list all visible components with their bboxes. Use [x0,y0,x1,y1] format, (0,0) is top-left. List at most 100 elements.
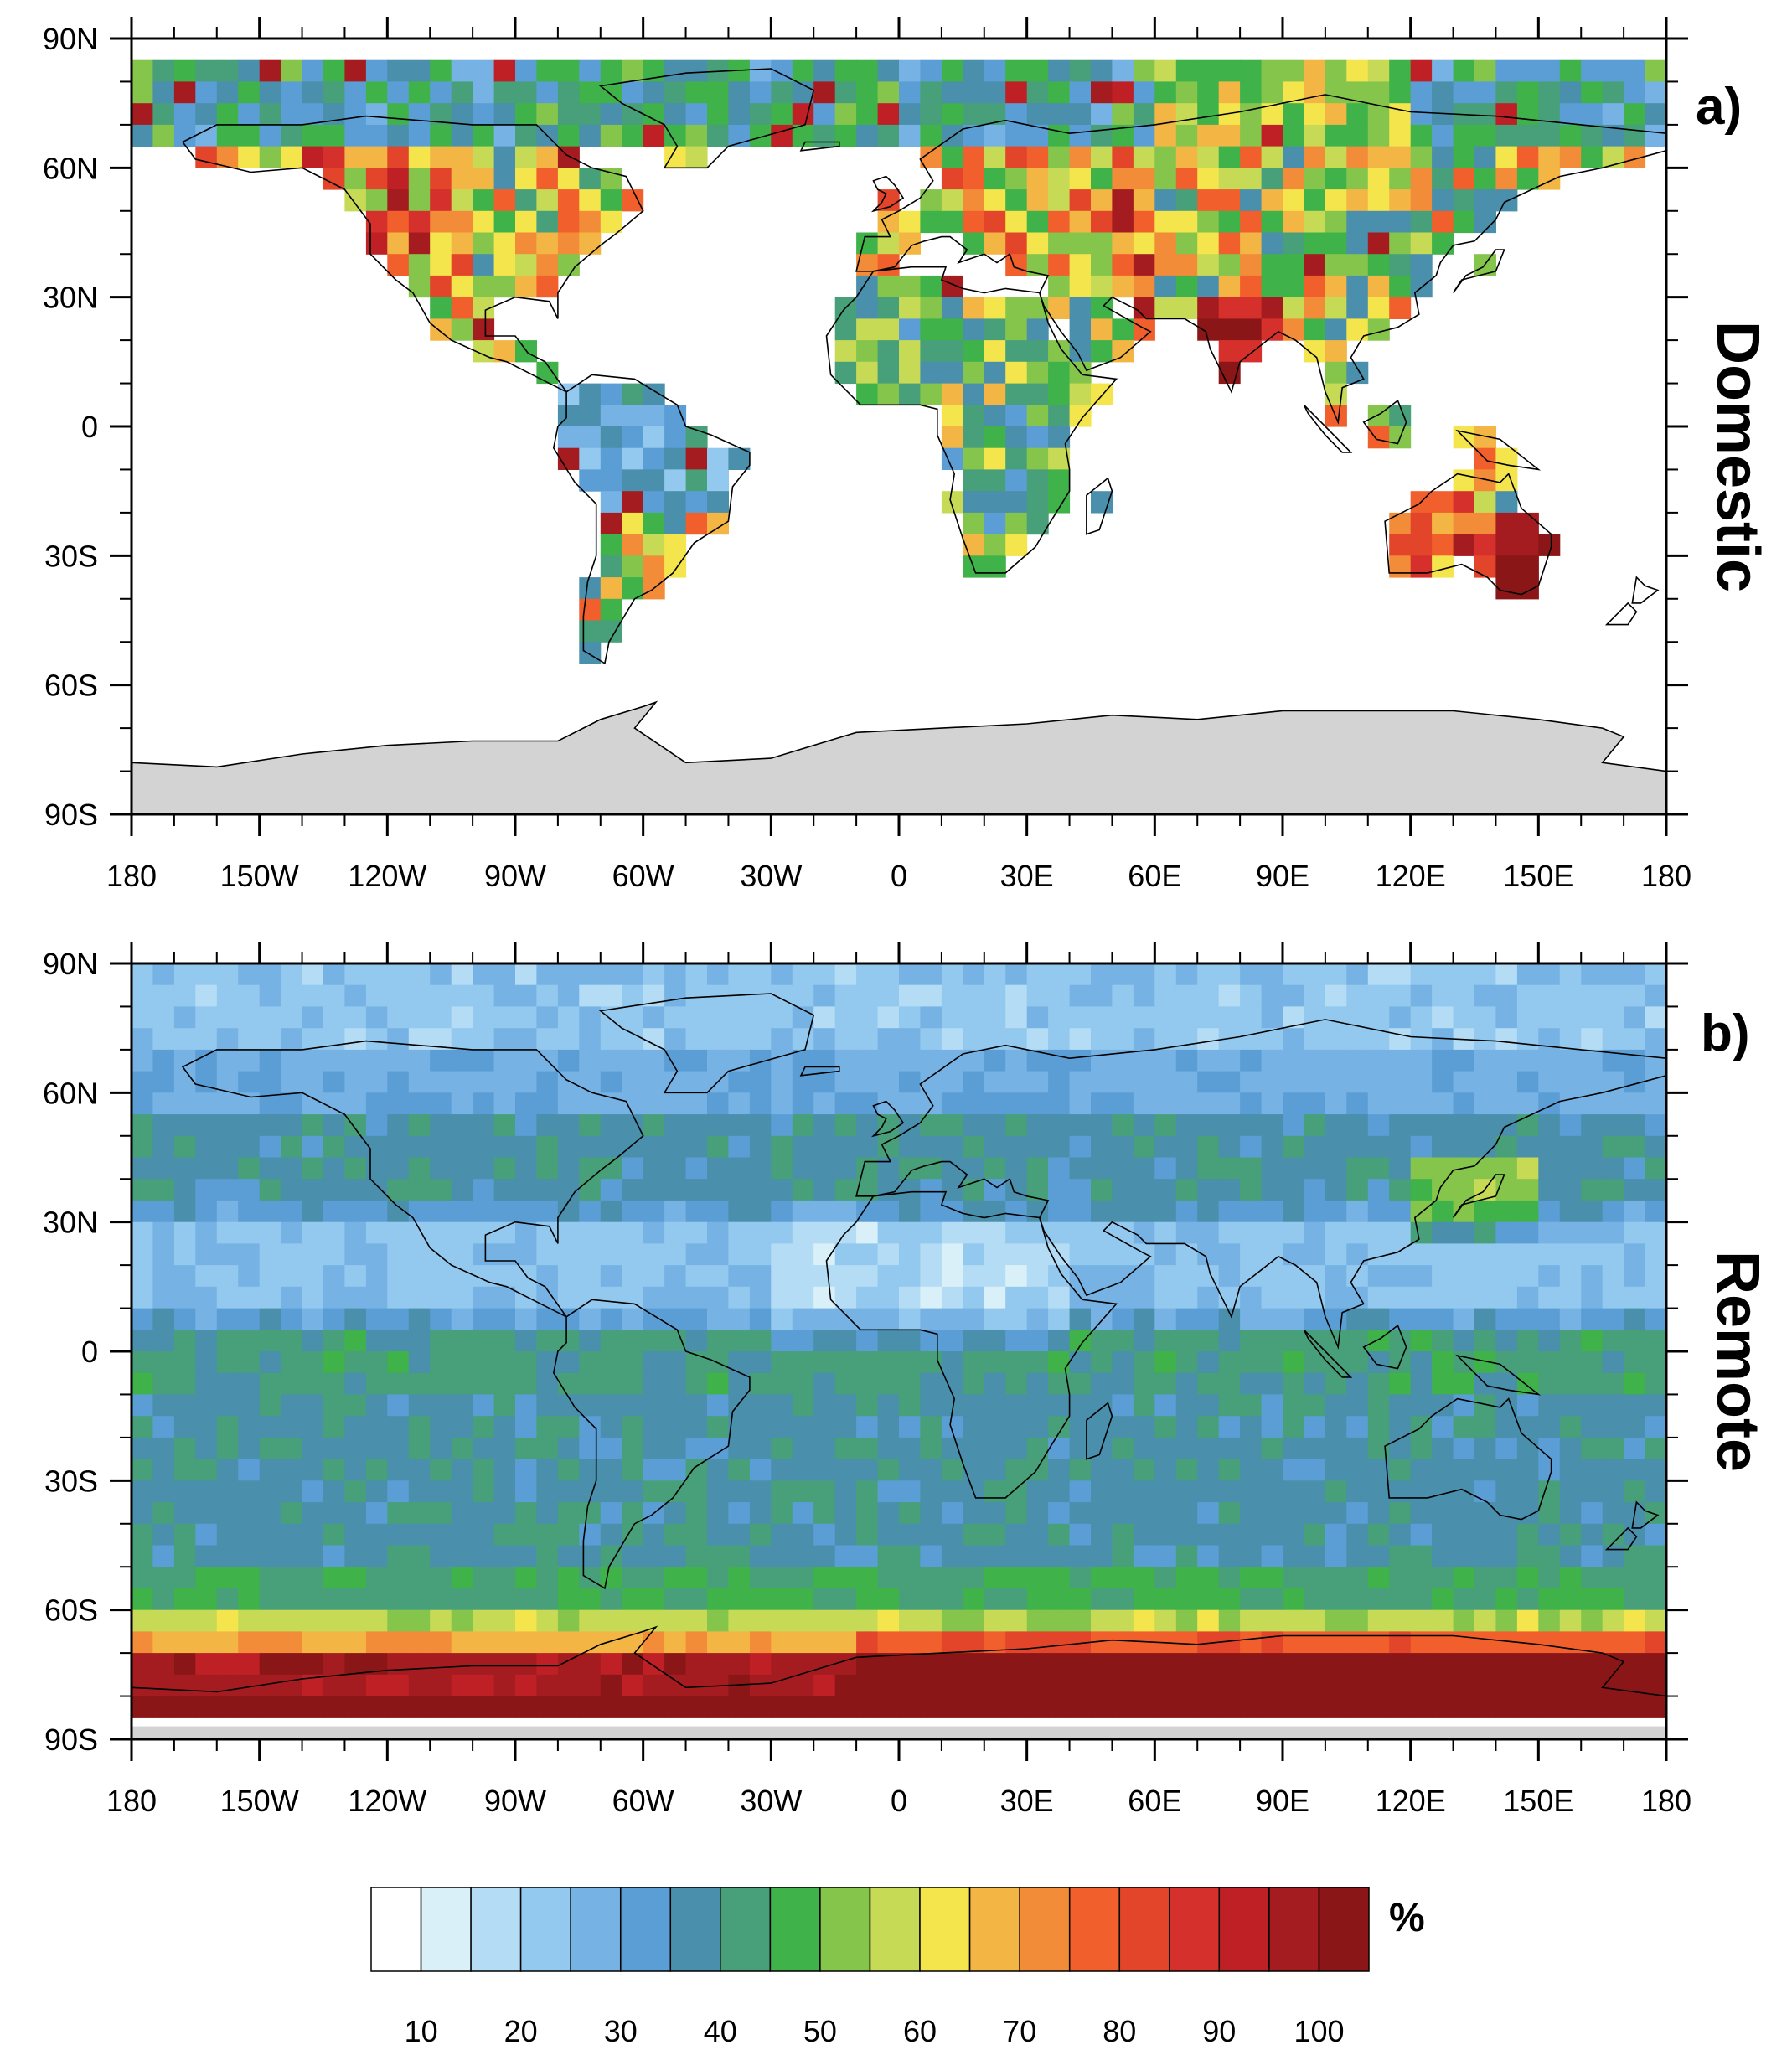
heatmap-cell [1112,1696,1134,1718]
heatmap-cell [664,1135,687,1159]
heatmap-cell [963,146,985,168]
heatmap-cell [643,469,665,492]
heatmap-cell [1602,1394,1624,1417]
heatmap-cell [1389,1200,1412,1223]
heatmap-cell [1624,1567,1646,1589]
heatmap-cell [259,1200,281,1223]
heatmap-cell [664,1006,687,1029]
heatmap-cell [600,1049,622,1072]
heatmap-cell [408,1135,431,1159]
heatmap-cell [173,103,196,126]
heatmap-cell [1474,1480,1496,1503]
heatmap-cell [1283,189,1304,212]
heatmap-cell [1048,1308,1071,1330]
heatmap-cell [302,1028,324,1051]
heatmap-cell [281,1459,303,1481]
heatmap-cell [1325,340,1347,363]
heatmap-cell [408,1071,431,1093]
heatmap-cell [173,81,196,104]
heatmap-cell [771,963,793,986]
heatmap-cell [1474,984,1496,1007]
heatmap-cell [920,1631,942,1654]
lon-tick-label: 150W [220,1784,299,1818]
heatmap-cell [834,1437,857,1460]
heatmap-cell [1175,1265,1198,1288]
heatmap-cell [984,318,1006,341]
heatmap-cell [387,1308,410,1330]
heatmap-cell [473,1179,495,1201]
heatmap-cell [1602,1028,1624,1051]
heatmap-cell [1602,1179,1624,1201]
heatmap-cell [1624,1243,1646,1266]
heatmap-cell [302,1286,324,1309]
heatmap-cell [728,1092,751,1115]
heatmap-cell [408,1437,431,1460]
heatmap-cell [579,1114,602,1137]
heatmap-cell [813,1372,836,1395]
heatmap-cell [365,1696,388,1718]
heatmap-cell [1495,1092,1518,1115]
heatmap-cell [152,1416,175,1438]
heatmap-cell [1581,1049,1604,1072]
heatmap-cell [451,1567,473,1589]
coastline-path [1604,1526,1638,1551]
heatmap-cell [323,1394,345,1417]
heatmap-cell [1175,81,1198,104]
heatmap-cell [515,275,537,298]
heatmap-cell [1197,1567,1220,1589]
heatmap-cell [132,1674,153,1697]
heatmap-cell [1389,1265,1412,1288]
heatmap-cell [834,1049,857,1072]
heatmap-cell [622,1545,644,1567]
heatmap-cell [1410,1049,1433,1072]
heatmap-cell [1367,1135,1390,1159]
heatmap-cell [1005,1286,1028,1309]
heatmap-cell [323,1480,345,1503]
heatmap-cell [1410,1135,1433,1159]
heatmap-cell [707,469,729,492]
heatmap-cell [1112,1416,1134,1438]
heatmap-cell [515,81,537,104]
heatmap-cell [493,1480,516,1503]
heatmap-cell [473,1372,495,1395]
heatmap-cell [1261,254,1283,276]
heatmap-cell [600,59,622,82]
heatmap-cell [984,1179,1006,1201]
heatmap-cell [941,1653,963,1676]
heatmap-cell [238,103,261,126]
heatmap-cell [834,1502,857,1525]
heatmap-cell [451,1416,473,1438]
heatmap-cell [749,1696,772,1718]
heatmap-cell [1133,1588,1155,1611]
heatmap-cell [813,1674,836,1697]
heatmap-cell [600,103,622,126]
heatmap-cell [259,1609,281,1632]
heatmap-cell [963,1437,985,1460]
heatmap-cell [173,124,196,147]
heatmap-cell [1602,1006,1624,1029]
heatmap-cell [685,1394,708,1417]
heatmap-cell [1005,1523,1028,1547]
heatmap-cell [622,103,644,126]
heatmap-cell [984,361,1006,385]
heatmap-cell [707,1653,729,1676]
heatmap-cell [1133,1200,1155,1223]
heatmap-cell [643,1265,665,1288]
heatmap-cell [1453,1286,1475,1309]
heatmap-cell [664,1437,687,1460]
heatmap-cell [1197,1523,1220,1547]
heatmap-cell [1602,59,1624,82]
heatmap-cell [1304,1243,1326,1266]
heatmap-cell [1495,1243,1518,1266]
coastline-path [1384,473,1552,596]
heatmap-cell [643,1200,665,1223]
heatmap-cell [1048,275,1071,298]
heatmap-cell [493,59,516,82]
heatmap-cell [1048,1114,1071,1137]
heatmap-cell [792,1028,814,1051]
heatmap-cell [1175,1437,1198,1460]
heatmap-cell [152,124,175,147]
heatmap-cell [1453,1114,1475,1137]
colorbar-box [1169,1887,1221,1972]
heatmap-cell [238,1157,261,1180]
